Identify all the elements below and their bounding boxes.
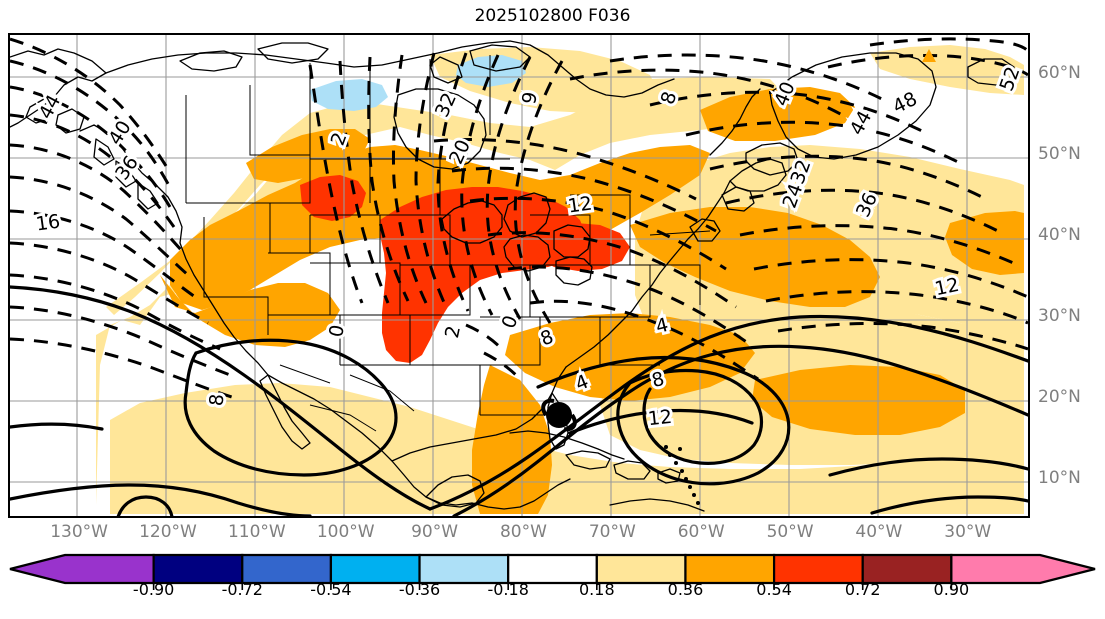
- contour-label: 12: [933, 274, 961, 301]
- solid-contours: [10, 285, 1028, 516]
- colorbar-tick-label: -0.72: [221, 580, 263, 599]
- svg-text:12: 12: [566, 192, 593, 217]
- colorbar-tick-label: 0.18: [579, 580, 615, 599]
- colorbar-segment[interactable]: [418, 553, 510, 585]
- lon-tick-label: 70°W: [588, 522, 636, 542]
- lon-tick-label: 60°W: [677, 522, 725, 542]
- colorbar-segment[interactable]: [595, 553, 687, 585]
- lon-tick-label: 120°W: [139, 522, 197, 542]
- contour-label: 8: [205, 393, 228, 407]
- colorbar-tick-label: 0.54: [756, 580, 792, 599]
- contour-label: 12: [566, 192, 593, 217]
- svg-text:8: 8: [205, 393, 228, 407]
- colorbar-svg[interactable]: [0, 552, 1105, 615]
- lon-tick-label: 110°W: [227, 522, 286, 542]
- colorbar-segment[interactable]: [772, 553, 864, 585]
- colorbar-segment[interactable]: [861, 553, 953, 585]
- lon-tick-label: 100°W: [316, 522, 375, 542]
- colorbar-tick-label: -0.90: [132, 580, 175, 599]
- lon-tick-label: 90°W: [411, 522, 459, 542]
- contour-label: 48: [889, 88, 920, 118]
- dashed-contours: [10, 37, 1028, 401]
- colorbar[interactable]: -0.90 -0.72 -0.54 -0.36 -0.18 0.18 0.36 0.54 0.7…: [0, 552, 1105, 615]
- lon-tick-label: 30°W: [944, 522, 992, 542]
- contour-label: 9: [518, 90, 542, 106]
- colorbar-segment[interactable]: [9, 553, 155, 585]
- colorbar-tick-label: 0.72: [844, 580, 881, 599]
- contour-label: 2: [441, 324, 465, 340]
- contour-label: 4: [653, 314, 670, 338]
- colorbar-tick-label: -0.36: [398, 580, 441, 599]
- lon-tick-label: 130°W: [50, 522, 108, 542]
- contour-label: 8: [649, 368, 666, 392]
- lat-tick-label: 50°N: [1038, 144, 1081, 165]
- contour-label: 0: [325, 323, 349, 339]
- lat-tick-label: 10°N: [1038, 467, 1081, 488]
- state-borders: [185, 55, 711, 432]
- contour-label: 16: [34, 210, 61, 235]
- colorbar-segment[interactable]: [950, 553, 1096, 585]
- map-panel[interactable]: 44 44 40 40 36 36 16 16 32 32 9 9 20 20 8 8 40 40 44 44 48 48…: [8, 33, 1030, 518]
- colorbar-segment[interactable]: [684, 553, 776, 585]
- contour-label: 36: [111, 152, 143, 184]
- lat-tick-label: 40°N: [1038, 225, 1081, 246]
- colorbar-tick-label: 0.90: [933, 580, 970, 599]
- lat-tick-label: 60°N: [1038, 63, 1081, 84]
- colorbar-segment[interactable]: [507, 553, 598, 585]
- lon-tick-label: 50°W: [766, 522, 814, 542]
- contour-label: 40: [104, 117, 135, 149]
- lon-tick-label: 40°W: [855, 522, 903, 542]
- tropical-cyclone-marker[interactable]: [541, 398, 577, 432]
- station-marker[interactable]: [922, 49, 936, 62]
- contour-label: 12: [647, 406, 673, 430]
- figure-title: 2025102800 F036: [474, 6, 631, 26]
- colorbar-segment[interactable]: [152, 553, 244, 585]
- lat-tick-label: 30°N: [1038, 305, 1081, 326]
- colorbar-tick-label: -0.54: [310, 580, 352, 599]
- lon-tick-label: 80°W: [499, 522, 547, 542]
- colorbar-segment[interactable]: [329, 553, 421, 585]
- lat-tick-label: 20°N: [1038, 386, 1081, 407]
- colorbar-segment[interactable]: [241, 553, 333, 585]
- colorbar-segments[interactable]: [9, 553, 1096, 585]
- colorbar-tick-label: 0.36: [667, 580, 704, 599]
- colorbar-tick-label: -0.18: [487, 580, 529, 599]
- colorbar-ticks: [152, 583, 953, 590]
